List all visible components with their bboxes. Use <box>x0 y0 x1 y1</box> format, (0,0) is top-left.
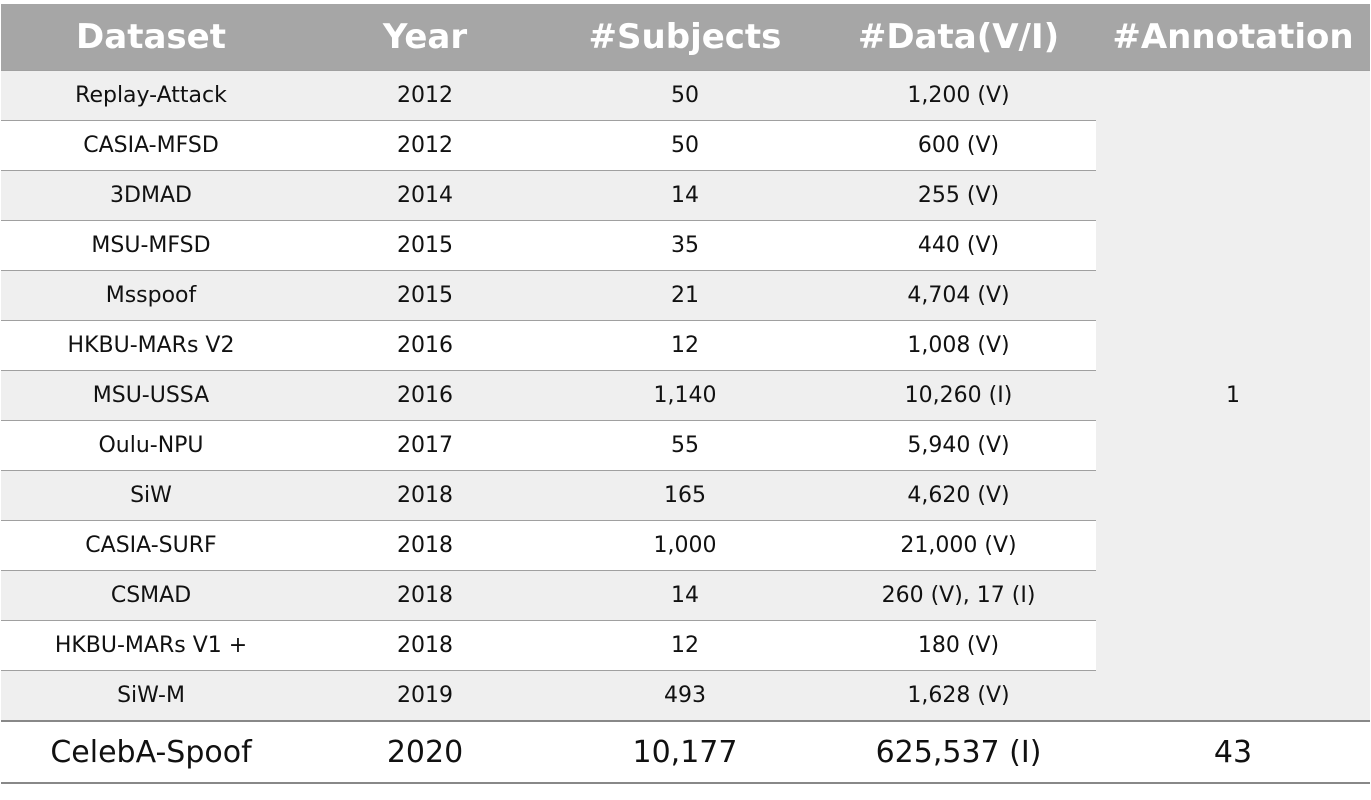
table-cell: 2015 <box>301 220 549 271</box>
header-cell: #Annotation <box>1096 4 1370 71</box>
table-cell: 2012 <box>301 120 549 171</box>
table-cell: 600 (V) <box>821 120 1096 171</box>
table-cell: 1,140 <box>549 370 821 421</box>
table-cell: 2018 <box>301 520 549 571</box>
table-cell: 165 <box>549 470 821 521</box>
header-row: Dataset Year #Subjects #Data(V/I) #Annotatio… <box>1 4 1370 71</box>
table-cell: MSU-USSA <box>1 370 301 421</box>
header-cell: Year <box>301 4 549 71</box>
table-cell: CASIA-SURF <box>1 520 301 571</box>
table-cell: 4,704 (V) <box>821 270 1096 321</box>
table-row: 3DMAD 2014 14 255 (V) <box>1 170 1370 221</box>
table-cell: 2017 <box>301 420 549 471</box>
table-cell: HKBU-MARs V1 + <box>1 620 301 671</box>
table-cell: 35 <box>549 220 821 271</box>
table-cell: 2018 <box>301 620 549 671</box>
table-cell: 50 <box>549 120 821 171</box>
table-cell: 625,537 (I) <box>821 720 1096 784</box>
table-cell: 14 <box>549 170 821 221</box>
table-cell: 2020 <box>301 720 549 784</box>
table-cell: 14 <box>549 570 821 621</box>
table-cell: 21 <box>549 270 821 321</box>
table-cell: 2019 <box>301 670 549 721</box>
table-cell: 260 (V), 17 (I) <box>821 570 1096 621</box>
table-cell: 55 <box>549 420 821 471</box>
table-cell: 2018 <box>301 570 549 621</box>
table-cell: 440 (V) <box>821 220 1096 271</box>
table-cell: 2016 <box>301 370 549 421</box>
table-row: MSU-USSA 2016 1,140 10,260 (I) <box>1 370 1370 421</box>
table-cell: CASIA-MFSD <box>1 120 301 171</box>
table-cell: 4,620 (V) <box>821 470 1096 521</box>
table-cell: 10,177 <box>549 720 821 784</box>
table-cell: 2012 <box>301 70 549 121</box>
table-row: CASIA-MFSD 2012 50 600 (V) <box>1 120 1370 171</box>
table-body: Replay-Attack 2012 50 1,200 (V) 1 CASIA-MFSD 2… <box>1 70 1370 784</box>
table-cell: SiW <box>1 470 301 521</box>
annotation-cell: 1 <box>1096 70 1370 721</box>
table-cell: 180 (V) <box>821 620 1096 671</box>
header-cell: #Subjects <box>549 4 821 71</box>
header-cell: Dataset <box>1 4 301 71</box>
table-cell: MSU-MFSD <box>1 220 301 271</box>
table-cell: 493 <box>549 670 821 721</box>
table-cell: 1,200 (V) <box>821 70 1096 121</box>
table-cell: 21,000 (V) <box>821 520 1096 571</box>
table-cell: HKBU-MARs V2 <box>1 320 301 371</box>
table-row: CASIA-SURF 2018 1,000 21,000 (V) <box>1 520 1370 571</box>
table-cell: 1,000 <box>549 520 821 571</box>
table-cell: 2015 <box>301 270 549 321</box>
table-cell: 10,260 (I) <box>821 370 1096 421</box>
table-row: SiW-M 2019 493 1,628 (V) <box>1 670 1370 721</box>
table-cell: 1,628 (V) <box>821 670 1096 721</box>
table-row: Replay-Attack 2012 50 1,200 (V) 1 <box>1 70 1370 721</box>
table-row: SiW 2018 165 4,620 (V) <box>1 470 1370 521</box>
table-cell: 50 <box>549 70 821 121</box>
table-cell: 2018 <box>301 470 549 521</box>
table-row: MSU-MFSD 2015 35 440 (V) <box>1 220 1370 271</box>
table-cell: 2016 <box>301 320 549 371</box>
page: Dataset Year #Subjects #Data(V/I) #Annotatio… <box>0 4 1371 800</box>
table-cell: 12 <box>549 620 821 671</box>
table-cell: 1,008 (V) <box>821 320 1096 371</box>
table-row: Oulu-NPU 2017 55 5,940 (V) <box>1 420 1370 471</box>
table-cell: 12 <box>549 320 821 371</box>
table-cell: 255 (V) <box>821 170 1096 221</box>
table-cell: Msspoof <box>1 270 301 321</box>
highlight-row: CelebA-Spoof 2020 10,177 625,537 (I) 43 <box>1 720 1370 784</box>
table-cell: Replay-Attack <box>1 70 301 121</box>
table-cell: Oulu-NPU <box>1 420 301 471</box>
table-cell: SiW-M <box>1 670 301 721</box>
table-row: HKBU-MARs V1 +2018 12 180 (V) <box>1 620 1370 671</box>
dataset-table: Dataset Year #Subjects #Data(V/I) #Annotatio… <box>1 4 1370 784</box>
table-row: Msspoof 2015 21 4,704 (V) <box>1 270 1370 321</box>
table-cell: CelebA-Spoof <box>1 720 301 784</box>
table-row: CSMAD 2018 14 260 (V), 17 (I) <box>1 570 1370 621</box>
table-cell: 5,940 (V) <box>821 420 1096 471</box>
table-cell: 43 <box>1096 720 1370 784</box>
table-cell: 2014 <box>301 170 549 221</box>
table-cell: 3DMAD <box>1 170 301 221</box>
table-cell: CSMAD <box>1 570 301 621</box>
table-row: HKBU-MARs V2 2016 12 1,008 (V) <box>1 320 1370 371</box>
header-cell: #Data(V/I) <box>821 4 1096 71</box>
